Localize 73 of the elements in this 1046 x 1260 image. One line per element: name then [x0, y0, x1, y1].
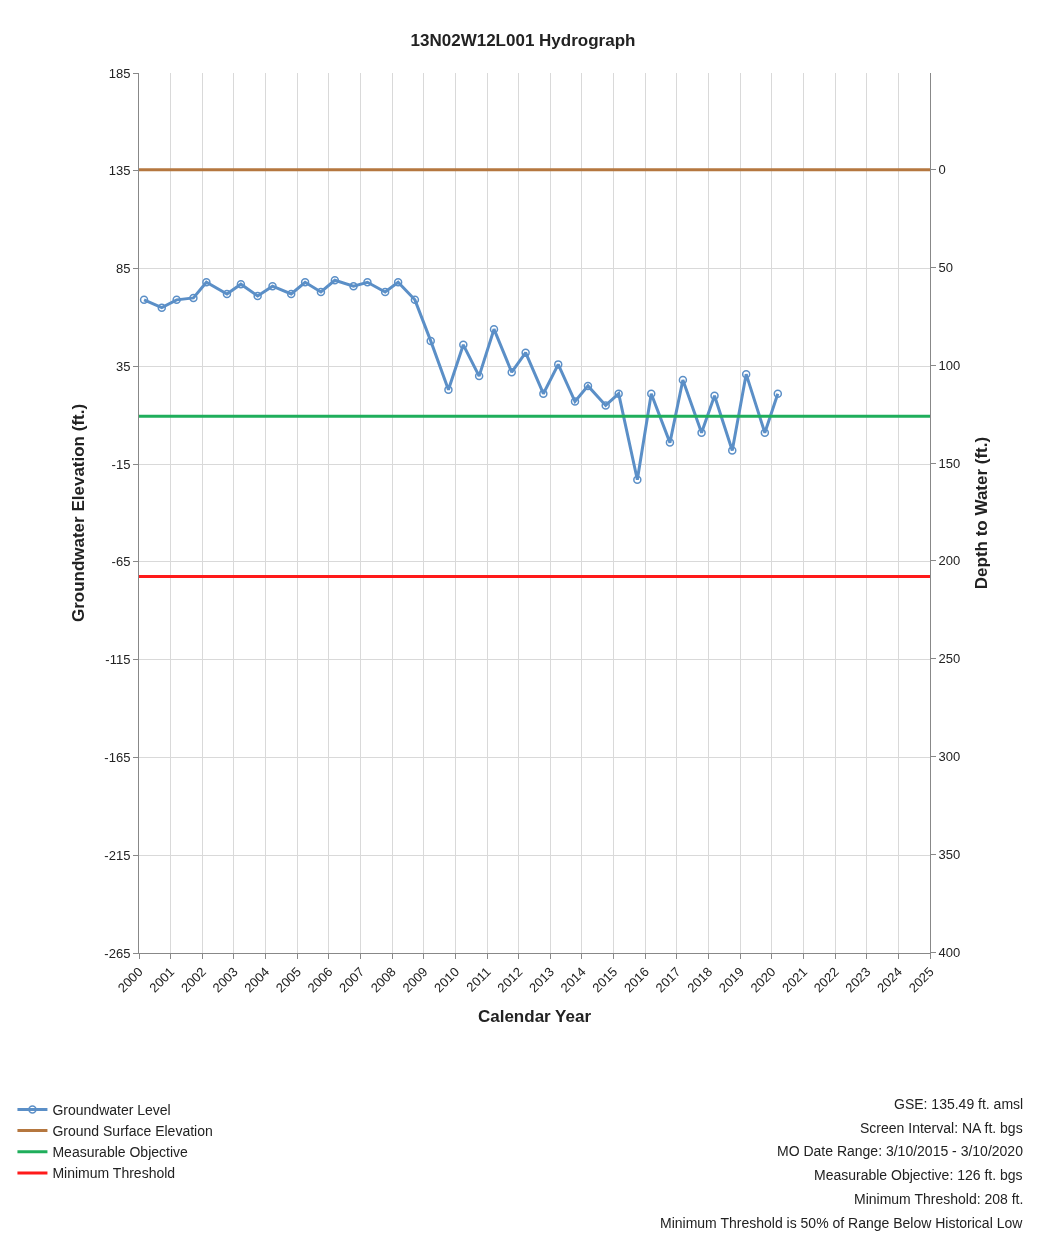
point: [393, 277, 403, 287]
text: Minimum Threshold is 50% of Range Below Historical Low: [660, 1215, 1024, 1231]
point: [507, 367, 516, 377]
point: [647, 389, 656, 398]
point: [601, 401, 610, 410]
point: [697, 428, 706, 438]
point: [349, 281, 358, 291]
chart-title: 13N02W12L001 Hydrograph: [410, 30, 636, 50]
point: [710, 391, 719, 400]
point: [728, 446, 737, 455]
y-tick-label: 185: [108, 65, 131, 81]
point: [172, 295, 181, 305]
point: [286, 289, 296, 299]
point: [316, 287, 326, 297]
y-tick-label: -215: [104, 847, 131, 863]
x-axis-title: Calendar Year: [477, 1006, 592, 1026]
point: [614, 389, 623, 398]
y-tick-label: -115: [105, 652, 131, 668]
y-tick-label: -15: [111, 456, 131, 472]
point: [741, 369, 751, 379]
y2-tick-label: 400: [938, 944, 961, 960]
point: [570, 397, 580, 406]
y-tick-label: 35: [115, 358, 131, 374]
point: [236, 279, 246, 289]
point: [202, 277, 211, 287]
point: [410, 295, 420, 305]
y-axis-title: Groundwater Elevation (ft.): [68, 403, 88, 623]
point: [426, 336, 435, 346]
point: [678, 375, 688, 385]
y2-tick-label: 250: [938, 651, 961, 667]
point: [583, 381, 593, 391]
y-tick-label: -265: [104, 945, 131, 961]
legend-label: Measurable Objective: [52, 1144, 189, 1161]
y2-tick-label: 50: [938, 260, 954, 276]
point: [553, 360, 563, 369]
point: [474, 371, 484, 381]
point: [253, 291, 262, 301]
point: [665, 438, 675, 447]
point: [521, 348, 530, 357]
point: [489, 324, 499, 334]
text: MO Date Range: 3/10/2015 - 3/10/2020: [777, 1143, 1024, 1159]
point: [633, 475, 642, 485]
point: [157, 303, 167, 312]
legend-label: Groundwater Level: [52, 1101, 171, 1118]
point: [268, 281, 277, 291]
y-tick-label: -165: [104, 749, 131, 765]
point: [363, 277, 372, 287]
text: GSE: 135.49 ft. amsl: [894, 1096, 1024, 1112]
y2-axis-title: Depth to Water (ft.): [971, 436, 991, 590]
y2-tick-label: 0: [938, 162, 946, 178]
point: [300, 277, 310, 287]
point: [189, 293, 198, 303]
point: [330, 276, 340, 285]
text: Minimum Threshold: 208 ft.: [854, 1191, 1024, 1207]
legend-label: Ground Surface Elevation: [52, 1123, 213, 1140]
y2-tick-label: 150: [938, 455, 961, 471]
point: [139, 295, 149, 305]
point: [222, 289, 232, 299]
y2-tick-label: 300: [938, 749, 961, 765]
y2-tick-label: 200: [938, 553, 961, 569]
text: Screen Interval: NA ft. bgs: [860, 1120, 1023, 1136]
legend-label: Minimum Threshold: [52, 1165, 176, 1182]
point: [539, 389, 548, 398]
point: [773, 389, 783, 398]
y-tick-label: 85: [115, 261, 131, 277]
point: [380, 287, 390, 297]
text: Measurable Objective: 126 ft. bgs: [814, 1167, 1023, 1183]
point: [444, 385, 453, 395]
y-tick-label: -65: [111, 554, 131, 570]
y2-tick-label: 350: [938, 846, 961, 862]
point: [760, 428, 770, 438]
y2-tick-label: 100: [938, 357, 961, 373]
y-tick-label: 135: [108, 163, 131, 179]
